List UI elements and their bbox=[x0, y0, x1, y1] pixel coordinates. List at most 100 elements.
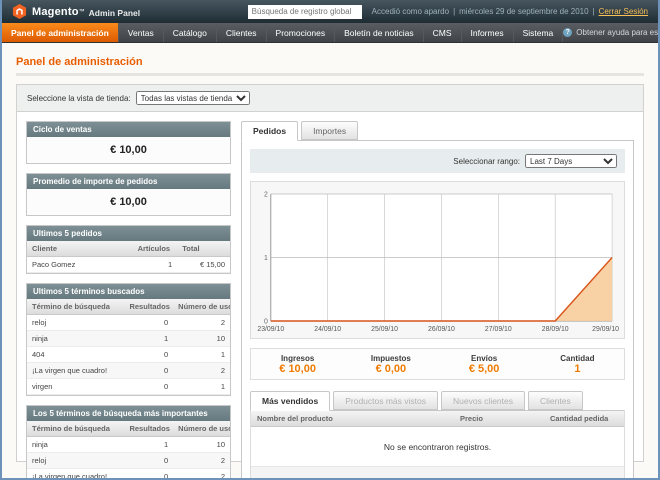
metric-revenue: Ingresos € 10,00 bbox=[251, 354, 344, 375]
cell-results: 0 bbox=[124, 379, 173, 395]
table-row[interactable]: ¡La virgen que cuadro! 0 2 bbox=[27, 363, 230, 379]
cell-results: 0 bbox=[124, 453, 173, 469]
grid-footer bbox=[251, 466, 624, 478]
average-orders-box: Promedio de importe de pedidos € 10,00 bbox=[26, 173, 231, 216]
cell-term: ¡La virgen que cuadro! bbox=[27, 363, 124, 379]
metric-label: Ingresos bbox=[251, 354, 344, 363]
cell-term: virgen bbox=[27, 379, 124, 395]
range-select[interactable]: Last 7 Days bbox=[525, 154, 617, 168]
tab-bestsellers[interactable]: Más vendidos bbox=[250, 391, 330, 411]
top-search-table: Término de búsqueda Resultados Número de… bbox=[27, 421, 230, 480]
table-row[interactable]: 404 0 1 bbox=[27, 347, 230, 363]
col-header: Término de búsqueda bbox=[27, 299, 124, 315]
table-row[interactable]: ¡La virgen que cuadro! 0 2 bbox=[27, 469, 230, 480]
cell-uses: 1 bbox=[173, 347, 230, 363]
table-row[interactable]: reloj 0 2 bbox=[27, 453, 230, 469]
cell-items: 1 bbox=[133, 257, 178, 273]
col-header-product: Nombre del producto bbox=[251, 411, 454, 426]
svg-text:2: 2 bbox=[264, 191, 268, 198]
current-date: miércoles 29 de septiembre de 2010 bbox=[459, 7, 588, 16]
cell-uses: 10 bbox=[173, 437, 230, 453]
col-header-price: Precio bbox=[454, 411, 544, 426]
svg-text:23/09/10: 23/09/10 bbox=[257, 326, 284, 333]
last-orders-title: Ultimos 5 pedidos bbox=[27, 226, 230, 241]
last-search-table: Término de búsqueda Resultados Número de… bbox=[27, 299, 230, 395]
tab-amounts[interactable]: Importes bbox=[301, 121, 358, 140]
logged-in-as: Accedió como apardo bbox=[372, 7, 449, 16]
grid-header-row: Nombre del producto Precio Cantidad pedi… bbox=[251, 410, 624, 427]
orders-area-chart: 01223/09/1024/09/1025/09/1026/09/1027/09… bbox=[255, 186, 620, 334]
nav-item-newsletter[interactable]: Boletín de noticias bbox=[335, 23, 423, 42]
last-search-title: Ultimos 5 términos buscados bbox=[27, 284, 230, 299]
cell-term: ninja bbox=[27, 437, 124, 453]
chart-tabs: Pedidos Importes bbox=[241, 121, 634, 140]
table-row[interactable]: virgen 0 1 bbox=[27, 379, 230, 395]
lifetime-sales-box: Ciclo de ventas € 10,00 bbox=[26, 121, 231, 164]
right-column: Pedidos Importes Seleccionar rango: Last… bbox=[241, 121, 634, 480]
col-header-qty: Cantidad pedida bbox=[544, 411, 624, 426]
store-view-label: Seleccione la vista de tienda: bbox=[27, 94, 131, 103]
cell-term: ¡La virgen que cuadro! bbox=[27, 469, 124, 480]
col-header: Resultados bbox=[124, 421, 173, 437]
table-row[interactable]: ninja 1 10 bbox=[27, 437, 230, 453]
average-orders-value: € 10,00 bbox=[27, 189, 230, 215]
help-icon: ? bbox=[563, 28, 572, 37]
cell-customer: Paco Gomez bbox=[27, 257, 133, 273]
metric-shipping: Envíos € 5,00 bbox=[438, 354, 531, 375]
col-header: Total bbox=[177, 241, 230, 257]
tab-most-viewed[interactable]: Productos más vistos bbox=[333, 391, 438, 410]
nav-item-cms[interactable]: CMS bbox=[424, 23, 462, 42]
nav-item-sales[interactable]: Ventas bbox=[119, 23, 164, 42]
help-label: Obtener ayuda para esta página bbox=[576, 28, 660, 37]
logo-trademark: ™ bbox=[79, 9, 85, 15]
top-search-box: Los 5 términos de búsqueda más important… bbox=[26, 405, 231, 480]
logout-link[interactable]: Cerrar Sesión bbox=[599, 7, 648, 16]
metric-value: € 5,00 bbox=[438, 363, 531, 375]
cell-uses: 2 bbox=[173, 363, 230, 379]
table-row[interactable]: reloj 0 2 bbox=[27, 315, 230, 331]
tab-orders[interactable]: Pedidos bbox=[241, 121, 298, 141]
cell-results: 0 bbox=[124, 363, 173, 379]
table-row[interactable]: Paco Gomez 1 € 15,00 bbox=[27, 257, 230, 273]
lifetime-sales-value: € 10,00 bbox=[27, 137, 230, 163]
last-orders-table: Cliente Artículos Total Paco Gomez 1 € 1… bbox=[27, 241, 230, 273]
cell-results: 0 bbox=[124, 315, 173, 331]
last-search-box: Ultimos 5 términos buscados Término de b… bbox=[26, 283, 231, 396]
grid-tabs: Más vendidos Productos más vistos Nuevos… bbox=[250, 391, 625, 410]
metric-label: Impuestos bbox=[344, 354, 437, 363]
meta-separator: | bbox=[593, 7, 595, 16]
store-view-strip: Seleccione la vista de tienda: Todas las… bbox=[17, 85, 643, 112]
nav-item-customers[interactable]: Clientes bbox=[217, 23, 267, 42]
cell-term: reloj bbox=[27, 315, 124, 331]
svg-text:28/09/10: 28/09/10 bbox=[542, 326, 569, 333]
range-label: Seleccionar rango: bbox=[453, 157, 520, 166]
metric-value: € 0,00 bbox=[344, 363, 437, 375]
svg-text:0: 0 bbox=[264, 318, 268, 325]
cell-uses: 1 bbox=[173, 379, 230, 395]
cell-uses: 2 bbox=[173, 315, 230, 331]
nav-item-catalog[interactable]: Catálogo bbox=[164, 23, 217, 42]
nav-item-dashboard[interactable]: Panel de administración bbox=[2, 23, 119, 42]
tab-new-customers[interactable]: Nuevos clientes bbox=[441, 391, 525, 410]
help-link[interactable]: ? Obtener ayuda para esta página bbox=[563, 23, 660, 42]
top-header: Magento ™ Admin Panel Accedió como apard… bbox=[2, 0, 658, 23]
col-header: Número de usos bbox=[173, 299, 230, 315]
title-divider bbox=[16, 73, 644, 76]
meta-separator: | bbox=[453, 7, 455, 16]
header-meta: Accedió como apardo | miércoles 29 de se… bbox=[372, 7, 648, 16]
table-row[interactable]: ninja 1 10 bbox=[27, 331, 230, 347]
nav-item-promotions[interactable]: Promociones bbox=[267, 23, 336, 42]
nav-item-system[interactable]: Sistema bbox=[514, 23, 564, 42]
tab-customers[interactable]: Clientes bbox=[528, 391, 583, 410]
range-strip: Seleccionar rango: Last 7 Days bbox=[250, 149, 625, 173]
svg-text:1: 1 bbox=[264, 255, 268, 262]
main-nav: Panel de administración Ventas Catálogo … bbox=[2, 23, 658, 43]
store-view-select[interactable]: Todas las vistas de tienda bbox=[136, 91, 250, 105]
cell-results: 1 bbox=[124, 437, 173, 453]
nav-item-reports[interactable]: Informes bbox=[462, 23, 514, 42]
cell-uses: 2 bbox=[173, 453, 230, 469]
global-search-input[interactable] bbox=[248, 5, 362, 19]
metric-value: € 10,00 bbox=[251, 363, 344, 375]
logo-subtitle: Admin Panel bbox=[89, 8, 140, 18]
svg-text:25/09/10: 25/09/10 bbox=[371, 326, 398, 333]
